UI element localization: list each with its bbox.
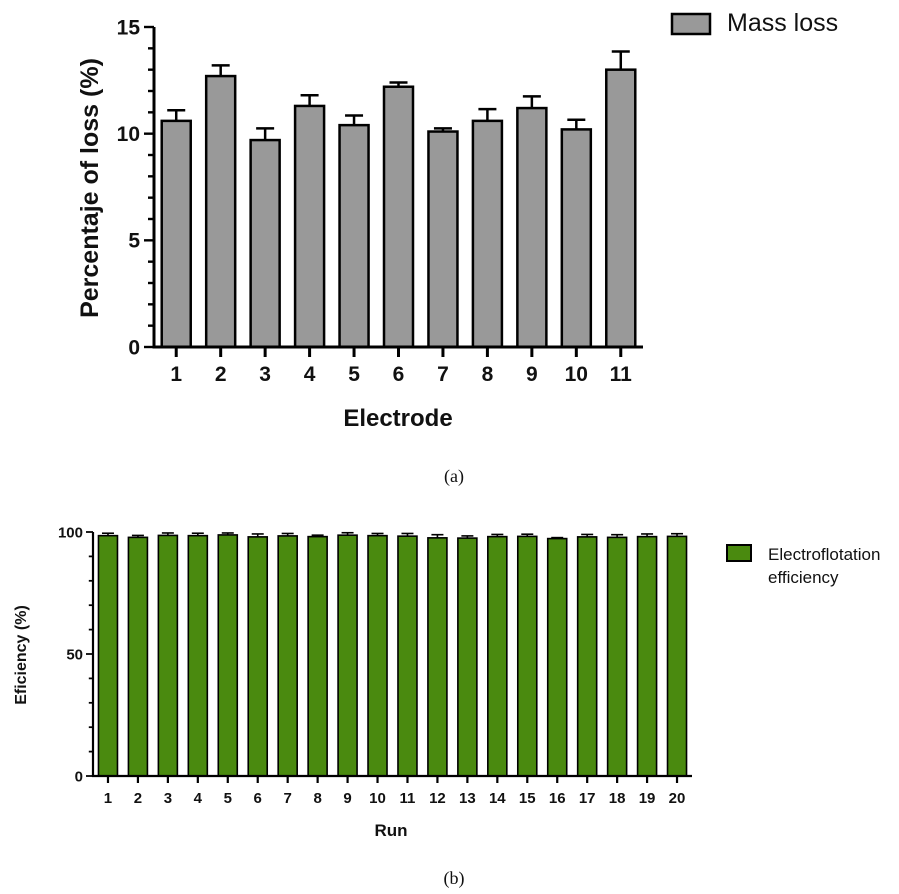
b-x-tick-label: 7 bbox=[284, 790, 292, 807]
panel-b-legend-label-line2: efficiency bbox=[768, 568, 839, 587]
b-x-tick-label: 14 bbox=[489, 790, 506, 807]
a-bar bbox=[160, 119, 192, 349]
panel-b-y-axis-title: Eficiency (%) bbox=[13, 605, 30, 705]
b-y-tick-label: 0 bbox=[75, 768, 83, 785]
b-x-tick-label: 16 bbox=[549, 790, 566, 807]
b-bar bbox=[457, 537, 478, 777]
a-x-tick-label: 10 bbox=[565, 363, 588, 386]
a-bar bbox=[382, 85, 415, 349]
b-x-tick-label: 6 bbox=[254, 790, 262, 807]
a-y-tick-label: 5 bbox=[128, 230, 140, 253]
b-x-tick-label: 15 bbox=[519, 790, 536, 807]
b-bar bbox=[97, 534, 119, 777]
b-bar bbox=[157, 534, 179, 777]
b-x-tick-label: 5 bbox=[224, 790, 232, 807]
b-x-tick-label: 13 bbox=[459, 790, 476, 807]
a-bar bbox=[293, 104, 326, 349]
b-y-tick-label: 100 bbox=[58, 524, 83, 541]
a-x-tick-label: 6 bbox=[393, 363, 405, 386]
a-bar bbox=[204, 74, 237, 349]
b-x-tick-label: 8 bbox=[313, 790, 321, 807]
panel-a-legend: Mass loss bbox=[670, 9, 838, 37]
b-bar bbox=[546, 537, 568, 777]
b-x-tick-label: 19 bbox=[639, 790, 656, 807]
b-bar bbox=[427, 537, 448, 777]
panel-a-legend-label: Mass loss bbox=[727, 9, 838, 37]
a-bar bbox=[471, 119, 504, 349]
b-x-tick-label: 20 bbox=[669, 790, 686, 807]
a-bar bbox=[338, 123, 370, 349]
b-bar bbox=[307, 535, 328, 777]
b-bar bbox=[187, 534, 209, 777]
a-x-tick-label: 2 bbox=[215, 363, 227, 386]
panel-a-x-axis-title: Electrode bbox=[343, 405, 452, 432]
a-x-tick-label: 5 bbox=[348, 363, 360, 386]
b-y-tick-label: 50 bbox=[66, 646, 83, 663]
b-bar bbox=[516, 535, 538, 777]
b-bar bbox=[337, 534, 358, 777]
a-y-tick-label: 10 bbox=[117, 123, 140, 146]
panel-b-bars bbox=[97, 531, 688, 777]
a-y-tick-label: 0 bbox=[128, 336, 140, 359]
b-bar bbox=[217, 534, 239, 777]
caption-b: (b) bbox=[444, 868, 465, 889]
panel-a-tick-labels: 1 2 3 4 5 6 7 8 9 10 11 0 5 10 15 bbox=[117, 16, 633, 386]
b-x-tick-label: 10 bbox=[369, 790, 386, 807]
b-x-tick-label: 2 bbox=[134, 790, 142, 807]
panel-b-legend-label-line1: Electroflotation bbox=[768, 545, 880, 564]
b-bar bbox=[636, 535, 658, 777]
b-x-tick-label: 1 bbox=[104, 790, 112, 807]
a-bar bbox=[249, 138, 281, 349]
b-bar bbox=[576, 536, 598, 777]
b-bar bbox=[367, 534, 388, 777]
b-bar bbox=[397, 535, 418, 777]
a-x-tick-label: 11 bbox=[610, 363, 633, 386]
a-x-tick-label: 3 bbox=[259, 363, 271, 386]
panel-a-bars bbox=[160, 50, 637, 349]
a-bar bbox=[605, 68, 637, 349]
b-bar bbox=[487, 535, 508, 777]
panel-a-axes bbox=[144, 25, 643, 357]
b-x-tick-label: 9 bbox=[343, 790, 351, 807]
a-y-tick-label: 15 bbox=[117, 16, 141, 39]
b-x-tick-label: 11 bbox=[400, 790, 416, 807]
b-x-tick-label: 18 bbox=[609, 790, 626, 807]
b-bar bbox=[247, 536, 269, 777]
b-bar bbox=[277, 535, 298, 777]
panel-a-legend-swatch bbox=[670, 12, 712, 36]
panel-a-chart: 1 2 3 4 5 6 7 8 9 10 11 0 5 10 15 Percentaje of loss (… bbox=[76, 9, 838, 487]
b-x-tick-label: 4 bbox=[194, 790, 203, 807]
b-bar bbox=[127, 536, 149, 777]
a-x-tick-label: 7 bbox=[437, 363, 449, 386]
a-bar bbox=[427, 130, 459, 349]
b-x-tick-label: 12 bbox=[429, 790, 446, 807]
a-bar bbox=[560, 128, 593, 349]
a-bar bbox=[516, 106, 548, 349]
a-x-tick-label: 1 bbox=[170, 363, 182, 386]
panel-b-legend-swatch bbox=[726, 544, 752, 562]
a-x-tick-label: 4 bbox=[304, 363, 316, 386]
panel-b-axes bbox=[86, 531, 692, 783]
caption-a: (a) bbox=[444, 466, 464, 487]
b-x-tick-label: 3 bbox=[164, 790, 172, 807]
b-bar bbox=[666, 535, 688, 777]
a-x-tick-label: 8 bbox=[482, 363, 494, 386]
panel-a-y-axis-title: Percentaje of loss (%) bbox=[76, 58, 104, 318]
a-x-tick-label: 9 bbox=[526, 363, 538, 386]
b-x-tick-label: 17 bbox=[579, 790, 596, 807]
panel-b-legend: Electroflotation efficiency bbox=[726, 544, 880, 587]
b-bar bbox=[606, 536, 628, 777]
panel-b-x-axis-title: Run bbox=[374, 821, 407, 840]
